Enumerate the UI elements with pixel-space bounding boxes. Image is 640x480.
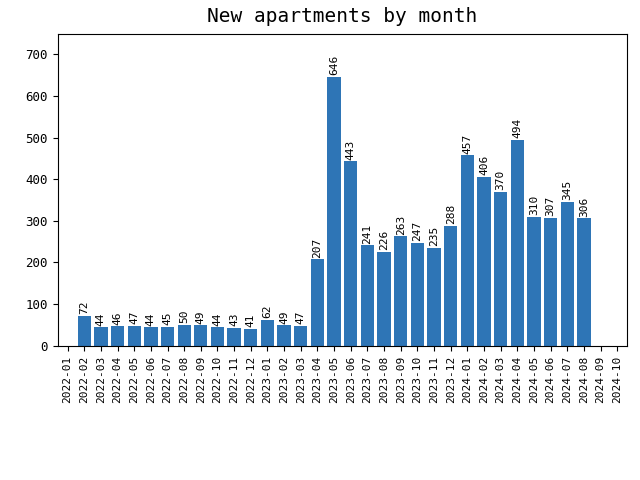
Text: 44: 44 [212, 312, 223, 325]
Text: 47: 47 [129, 311, 140, 324]
Text: 72: 72 [79, 300, 89, 314]
Text: 443: 443 [346, 139, 356, 160]
Text: 406: 406 [479, 155, 489, 175]
Title: New apartments by month: New apartments by month [207, 8, 477, 26]
Bar [411, 243, 424, 346]
Bar [461, 156, 474, 346]
Bar [527, 216, 541, 346]
Bar [494, 192, 508, 346]
Text: 457: 457 [462, 133, 472, 154]
Bar [227, 328, 241, 346]
Bar [544, 218, 557, 346]
Text: 41: 41 [246, 313, 256, 327]
Bar [161, 327, 174, 346]
Bar [260, 320, 274, 346]
Text: 235: 235 [429, 226, 439, 246]
Text: 226: 226 [379, 229, 389, 250]
Text: 494: 494 [512, 118, 522, 138]
Text: 43: 43 [229, 312, 239, 326]
Bar [177, 325, 191, 346]
Text: 62: 62 [262, 305, 273, 318]
Text: 49: 49 [279, 310, 289, 324]
Text: 310: 310 [529, 195, 539, 215]
Bar [311, 260, 324, 346]
Bar [144, 327, 157, 346]
Text: 50: 50 [179, 310, 189, 323]
Bar [77, 316, 91, 346]
Text: 47: 47 [296, 311, 306, 324]
Bar [211, 327, 224, 346]
Text: 247: 247 [412, 221, 422, 241]
Text: 46: 46 [113, 312, 122, 325]
Text: 306: 306 [579, 196, 589, 216]
Bar [511, 140, 524, 346]
Text: 345: 345 [563, 180, 572, 201]
Bar [361, 245, 374, 346]
Bar [328, 77, 340, 346]
Bar [444, 226, 458, 346]
Text: 288: 288 [445, 204, 456, 224]
Bar [378, 252, 390, 346]
Bar [344, 161, 357, 346]
Bar [94, 327, 108, 346]
Text: 307: 307 [545, 196, 556, 216]
Text: 44: 44 [96, 312, 106, 325]
Bar [194, 325, 207, 346]
Text: 44: 44 [146, 312, 156, 325]
Text: 207: 207 [312, 238, 323, 258]
Bar [477, 177, 491, 346]
Bar [294, 326, 307, 346]
Text: 45: 45 [163, 312, 173, 325]
Bar [577, 218, 591, 346]
Bar [244, 328, 257, 346]
Bar [394, 236, 407, 346]
Text: 370: 370 [495, 170, 506, 190]
Bar [127, 326, 141, 346]
Text: 241: 241 [362, 223, 372, 244]
Bar [561, 202, 574, 346]
Text: 263: 263 [396, 214, 406, 235]
Bar [278, 325, 291, 346]
Bar [428, 248, 441, 346]
Bar [111, 326, 124, 346]
Text: 646: 646 [329, 55, 339, 75]
Text: 49: 49 [196, 310, 206, 324]
